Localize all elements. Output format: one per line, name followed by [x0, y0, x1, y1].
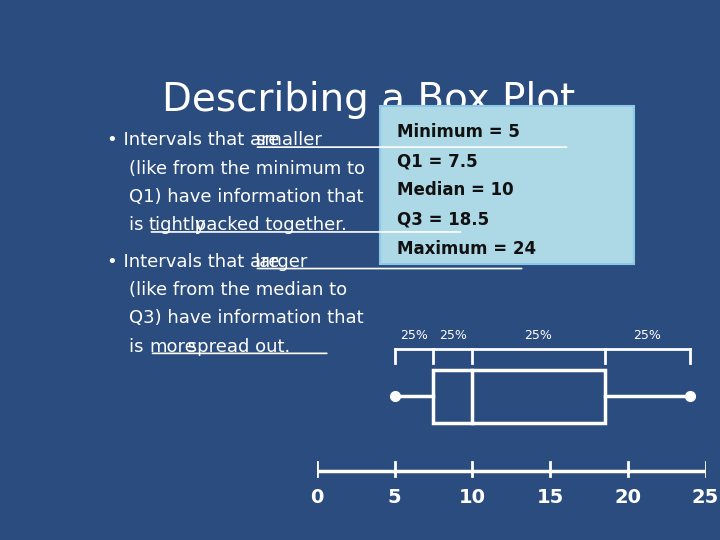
Text: 10: 10	[459, 488, 486, 508]
Bar	[380, 106, 634, 265]
Text: Minimum = 5
Q1 = 7.5
Median = 10
Q3 = 18.5
Maximum = 24: Minimum = 5 Q1 = 7.5 Median = 10 Q3 = 18…	[397, 123, 536, 258]
Text: smaller: smaller	[255, 131, 322, 150]
Text: 15: 15	[536, 488, 564, 508]
Text: 25%: 25%	[400, 329, 428, 342]
Text: 20: 20	[614, 488, 642, 508]
Text: (like from the minimum to: (like from the minimum to	[129, 160, 365, 178]
Text: Describing a Box Plot: Describing a Box Plot	[163, 82, 575, 119]
Text: 5: 5	[388, 488, 401, 508]
Text: 25%: 25%	[524, 329, 552, 342]
Text: is: is	[129, 338, 149, 355]
Text: packed together.: packed together.	[189, 216, 347, 234]
Text: Q3) have information that: Q3) have information that	[129, 309, 364, 327]
Text: • Intervals that are: • Intervals that are	[107, 131, 285, 150]
Text: spread out.: spread out.	[181, 338, 289, 355]
Text: tightly: tightly	[148, 216, 206, 234]
Text: 25%: 25%	[439, 329, 467, 342]
Text: (like from the median to: (like from the median to	[129, 281, 347, 299]
Text: 25%: 25%	[634, 329, 661, 342]
Text: is: is	[129, 216, 149, 234]
Text: more: more	[150, 338, 197, 355]
Text: Q1) have information that: Q1) have information that	[129, 188, 364, 206]
Bar	[433, 369, 605, 423]
Text: 0: 0	[310, 488, 323, 508]
Text: • Intervals that are: • Intervals that are	[107, 253, 285, 271]
Text: larger: larger	[255, 253, 308, 271]
Text: 25: 25	[692, 488, 719, 508]
